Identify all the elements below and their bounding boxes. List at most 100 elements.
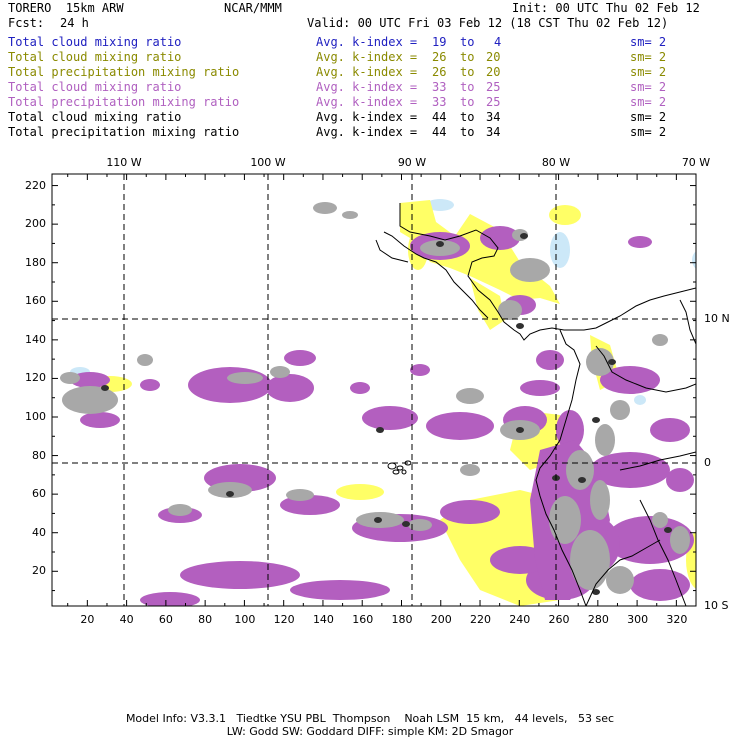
legend-end-value: 20	[486, 50, 501, 64]
dark-core	[516, 427, 524, 433]
legend-field-name: Total cloud mixing ratio	[8, 35, 182, 49]
gray-cloud-area	[566, 450, 594, 490]
legend-stat-label: Avg. k-index =	[316, 50, 418, 64]
legend-from-value: 19	[432, 35, 447, 49]
latitude-label: 10 N	[704, 312, 730, 325]
gray-cloud-area	[227, 372, 263, 384]
legend-stat-label: Avg. k-index =	[316, 80, 418, 94]
purple-cloud-area	[650, 418, 690, 442]
y-tick-label: 200	[25, 217, 46, 231]
physics-info-line: LW: Godd SW: Goddard DIFF: simple KM: 2D…	[226, 725, 514, 738]
dark-core	[578, 477, 586, 483]
y-tick-label: 20	[32, 564, 46, 578]
cloud-light-area	[692, 251, 696, 269]
legend-field-name: Total precipitation mixing ratio	[8, 95, 240, 109]
x-tick-label: 100	[234, 613, 256, 626]
gray-cloud-area	[549, 496, 581, 544]
coastline	[383, 231, 489, 319]
legend-smoothing: sm= 2	[630, 110, 667, 124]
dark-core	[592, 417, 600, 423]
y-tick-label: 220	[25, 178, 46, 192]
legend-to-word: to	[460, 50, 475, 64]
longitude-label: 110 W	[106, 156, 142, 169]
x-tick-label: 280	[587, 613, 609, 626]
purple-cloud-area	[188, 367, 272, 403]
y-tick-label: 60	[32, 487, 46, 501]
purple-cloud-area	[600, 366, 660, 394]
longitude-label: 90 W	[397, 156, 427, 169]
purple-cloud-area	[520, 380, 560, 396]
gray-cloud-area	[208, 482, 252, 498]
purple-cloud-area	[180, 561, 300, 589]
legend-from-value: 26	[432, 65, 447, 79]
longitude-label: 100 W	[250, 156, 286, 169]
purple-cloud-area	[70, 372, 110, 388]
gray-cloud-area	[420, 240, 460, 256]
legend-to-word: to	[460, 95, 475, 109]
x-tick-label: 160	[352, 613, 374, 626]
gray-cloud-area	[570, 530, 610, 590]
gray-cloud-area	[408, 519, 432, 531]
valid-time: Valid: 00 UTC Fri 03 Feb 12 (18 CST Thu …	[307, 16, 669, 30]
legend-end-value: 34	[486, 110, 501, 124]
coastline	[585, 539, 661, 606]
legend-stat-label: Avg. k-index =	[316, 35, 418, 49]
gray-cloud-area	[270, 366, 290, 378]
purple-cloud-area	[140, 379, 160, 391]
x-tick-label: 140	[312, 613, 334, 626]
galapagos-island	[392, 469, 400, 475]
galapagos-island	[387, 462, 397, 470]
purple-cloud-area	[80, 412, 120, 428]
yellow-cloud-north	[549, 205, 581, 225]
legend-end-value: 25	[486, 95, 501, 109]
gray-cloud-area	[62, 386, 118, 414]
plot-frame	[51, 173, 697, 607]
coastline	[639, 499, 687, 606]
precipitation-layers	[60, 199, 696, 606]
x-tick-label: 300	[627, 613, 649, 626]
purple-cloud-area	[630, 569, 690, 601]
gray-cloud-area	[456, 388, 484, 404]
y-tick-label: 160	[25, 294, 46, 308]
legend-field-name: Total cloud mixing ratio	[8, 50, 182, 64]
galapagos-island	[396, 465, 404, 471]
dark-core	[608, 359, 616, 365]
y-tick-label: 120	[25, 371, 46, 385]
gray-cloud-area	[498, 300, 522, 320]
x-tick-label: 120	[273, 613, 295, 626]
forecast-label: Fcst:	[8, 16, 45, 30]
purple-cloud-area	[350, 382, 370, 394]
coastline	[595, 345, 696, 393]
gray-cloud-area	[460, 464, 480, 476]
model-title: TORERO 15km ARW	[8, 1, 124, 15]
legend-to-word: to	[460, 65, 475, 79]
longitude-label: 70 W	[681, 156, 711, 169]
purple-cloud-area	[628, 236, 652, 248]
purple-cloud-area	[666, 468, 694, 492]
purple-cloud-area	[480, 226, 520, 250]
purple-cloud-area	[410, 364, 430, 376]
latitude-label: 10 S	[704, 599, 729, 612]
legend-smoothing: sm= 2	[630, 125, 667, 139]
coastline	[619, 451, 696, 471]
gray-cloud-area	[60, 372, 80, 384]
purple-cloud-area	[606, 516, 694, 564]
forecast-hour: 24 h	[60, 16, 89, 30]
gray-cloud-area	[670, 526, 690, 554]
gray-cloud-area	[286, 489, 314, 501]
galapagos-island	[401, 469, 407, 475]
legend-smoothing: sm= 2	[630, 95, 667, 109]
latitude-label: 0	[704, 456, 711, 469]
dark-core	[226, 491, 234, 497]
dark-core	[374, 517, 382, 523]
gray-cloud-area	[610, 400, 630, 420]
yellow-cloud-mid	[336, 484, 384, 500]
legend-field-name: Total precipitation mixing ratio	[8, 125, 240, 139]
legend-to-word: to	[460, 80, 475, 94]
purple-cloud-area	[284, 350, 316, 366]
x-tick-label: 240	[509, 613, 531, 626]
coastline	[535, 329, 587, 606]
gray-cloud-area	[510, 258, 550, 282]
purple-cloud-area	[362, 406, 418, 430]
legend-smoothing: sm= 2	[630, 80, 667, 94]
